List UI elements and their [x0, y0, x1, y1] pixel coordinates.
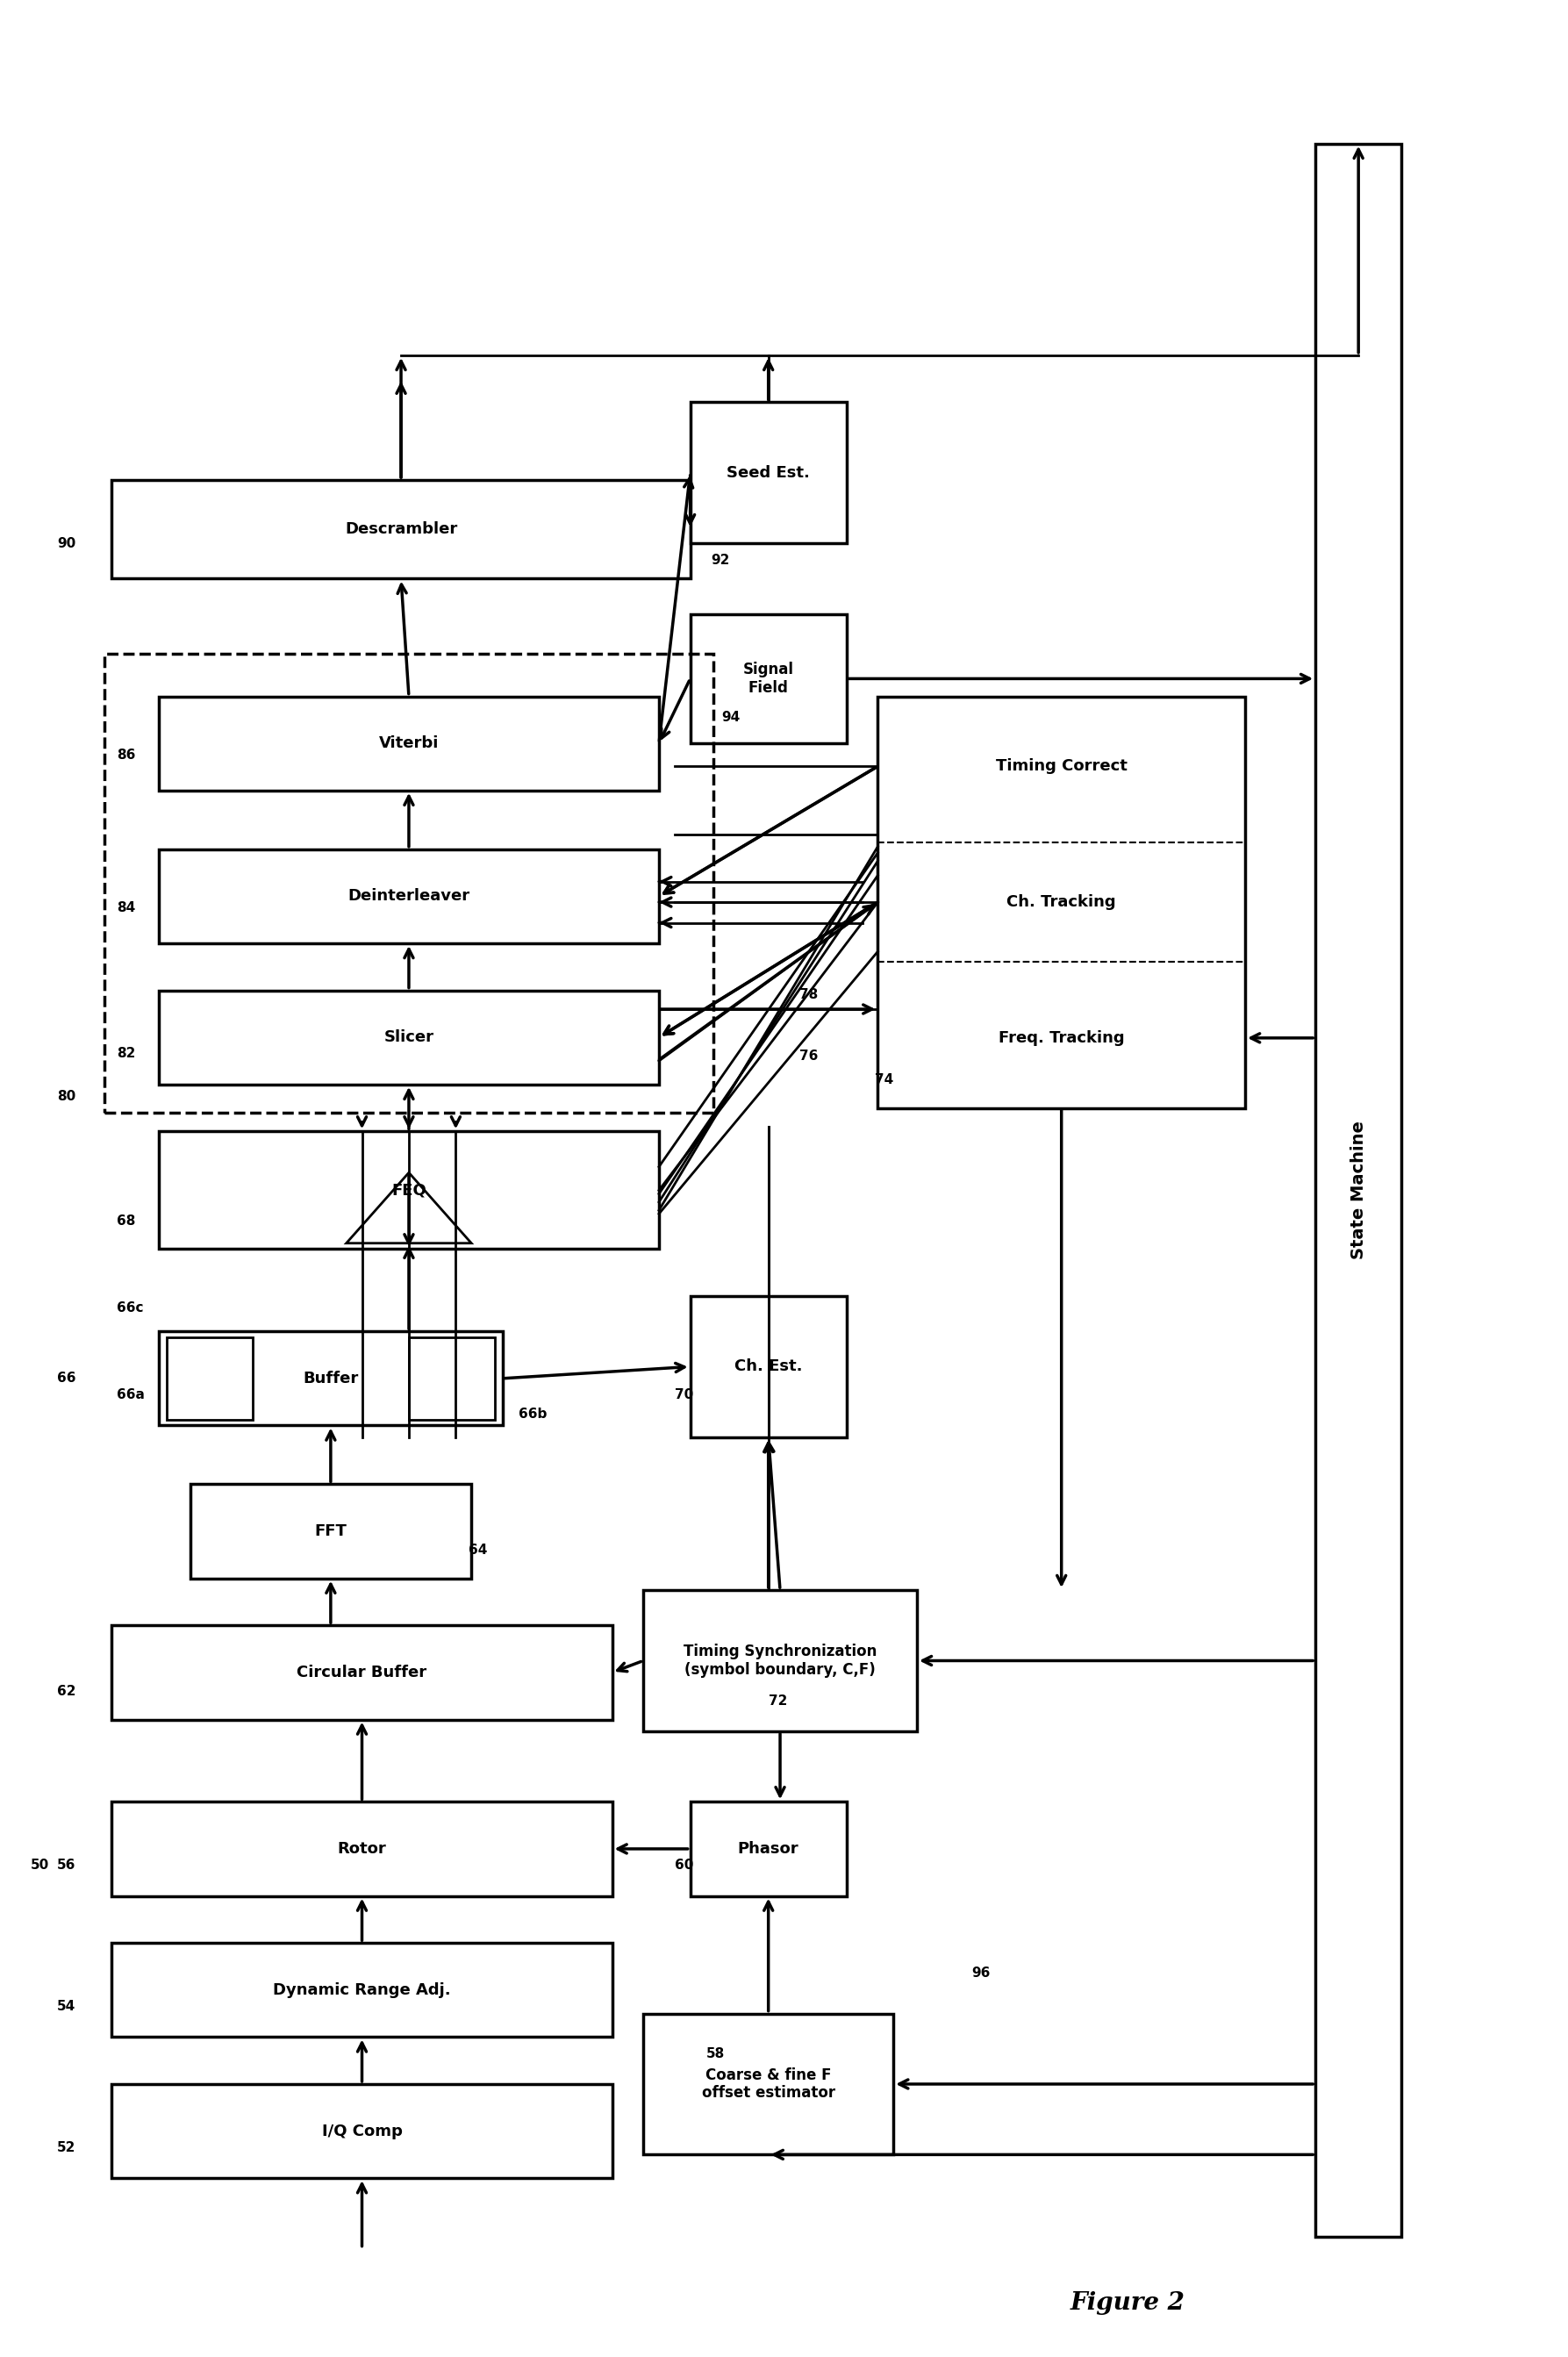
Text: 54: 54	[56, 1999, 75, 2013]
Bar	[111, 1801, 612, 1895]
Text: Dynamic Range Adj.: Dynamic Range Adj.	[273, 1982, 452, 1999]
Text: 94: 94	[721, 712, 740, 724]
Text: 80: 80	[56, 1089, 75, 1103]
Text: 96: 96	[972, 1968, 991, 1980]
Bar	[158, 990, 659, 1084]
Text: 52: 52	[56, 2140, 75, 2154]
Text: Figure 2: Figure 2	[1071, 2291, 1185, 2315]
Bar	[111, 1626, 612, 1721]
Bar	[111, 2084, 612, 2178]
Bar	[111, 1942, 612, 2036]
Bar	[643, 1591, 917, 1732]
Text: 66c: 66c	[116, 1301, 143, 1315]
Text: 60: 60	[674, 1860, 693, 1871]
Text: Buffer: Buffer	[303, 1369, 359, 1386]
Text: Descrambler: Descrambler	[345, 521, 458, 537]
Bar	[166, 1336, 252, 1419]
Bar	[690, 613, 847, 742]
Bar	[158, 1131, 659, 1249]
Text: 86: 86	[116, 750, 135, 761]
Text: Ch. Est.: Ch. Est.	[734, 1358, 803, 1374]
Bar	[158, 1332, 503, 1426]
Text: 82: 82	[116, 1047, 135, 1061]
Text: Circular Buffer: Circular Buffer	[296, 1664, 426, 1681]
Text: 66: 66	[56, 1372, 75, 1386]
Text: 84: 84	[116, 900, 135, 915]
Text: Coarse & fine F
offset estimator: Coarse & fine F offset estimator	[701, 2067, 836, 2100]
Text: 90: 90	[56, 537, 75, 549]
Bar	[643, 2013, 894, 2154]
Bar	[158, 695, 659, 790]
Text: Timing Correct: Timing Correct	[996, 759, 1127, 773]
Text: 50: 50	[30, 1860, 49, 1871]
Text: 58: 58	[706, 2046, 724, 2060]
Text: 68: 68	[116, 1214, 135, 1228]
Text: Freq. Tracking: Freq. Tracking	[999, 1030, 1124, 1047]
Text: 76: 76	[800, 1049, 818, 1063]
Bar	[409, 1336, 495, 1419]
Text: Ch. Tracking: Ch. Tracking	[1007, 893, 1116, 910]
Text: 74: 74	[875, 1072, 894, 1087]
Text: 78: 78	[800, 988, 818, 1002]
Text: 72: 72	[768, 1695, 787, 1706]
Text: 92: 92	[710, 554, 729, 566]
Bar	[690, 1296, 847, 1438]
Text: Seed Est.: Seed Est.	[726, 464, 811, 481]
Bar	[111, 481, 690, 580]
Text: 56: 56	[56, 1860, 75, 1871]
Text: I/Q Comp: I/Q Comp	[321, 2124, 403, 2140]
Text: 70: 70	[674, 1388, 693, 1402]
Text: 64: 64	[469, 1544, 488, 1556]
Bar	[103, 653, 713, 1113]
Bar	[190, 1485, 472, 1579]
Text: FFT: FFT	[315, 1523, 347, 1539]
Text: Signal
Field: Signal Field	[743, 662, 793, 695]
Text: 66a: 66a	[116, 1388, 144, 1402]
Bar	[690, 403, 847, 544]
Text: Timing Synchronization
(symbol boundary, C,F): Timing Synchronization (symbol boundary,…	[684, 1643, 877, 1678]
Bar	[1316, 144, 1402, 2237]
Text: Phasor: Phasor	[739, 1841, 800, 1857]
Text: Viterbi: Viterbi	[379, 735, 439, 752]
Text: FEQ: FEQ	[392, 1183, 426, 1197]
Text: Rotor: Rotor	[337, 1841, 386, 1857]
Bar	[878, 695, 1245, 1108]
Text: 62: 62	[56, 1685, 75, 1697]
Text: 66b: 66b	[519, 1407, 547, 1421]
Text: Deinterleaver: Deinterleaver	[348, 889, 470, 905]
Bar	[690, 1801, 847, 1895]
Text: Slicer: Slicer	[384, 1030, 434, 1044]
Text: State Machine: State Machine	[1350, 1122, 1367, 1259]
Bar	[158, 849, 659, 943]
